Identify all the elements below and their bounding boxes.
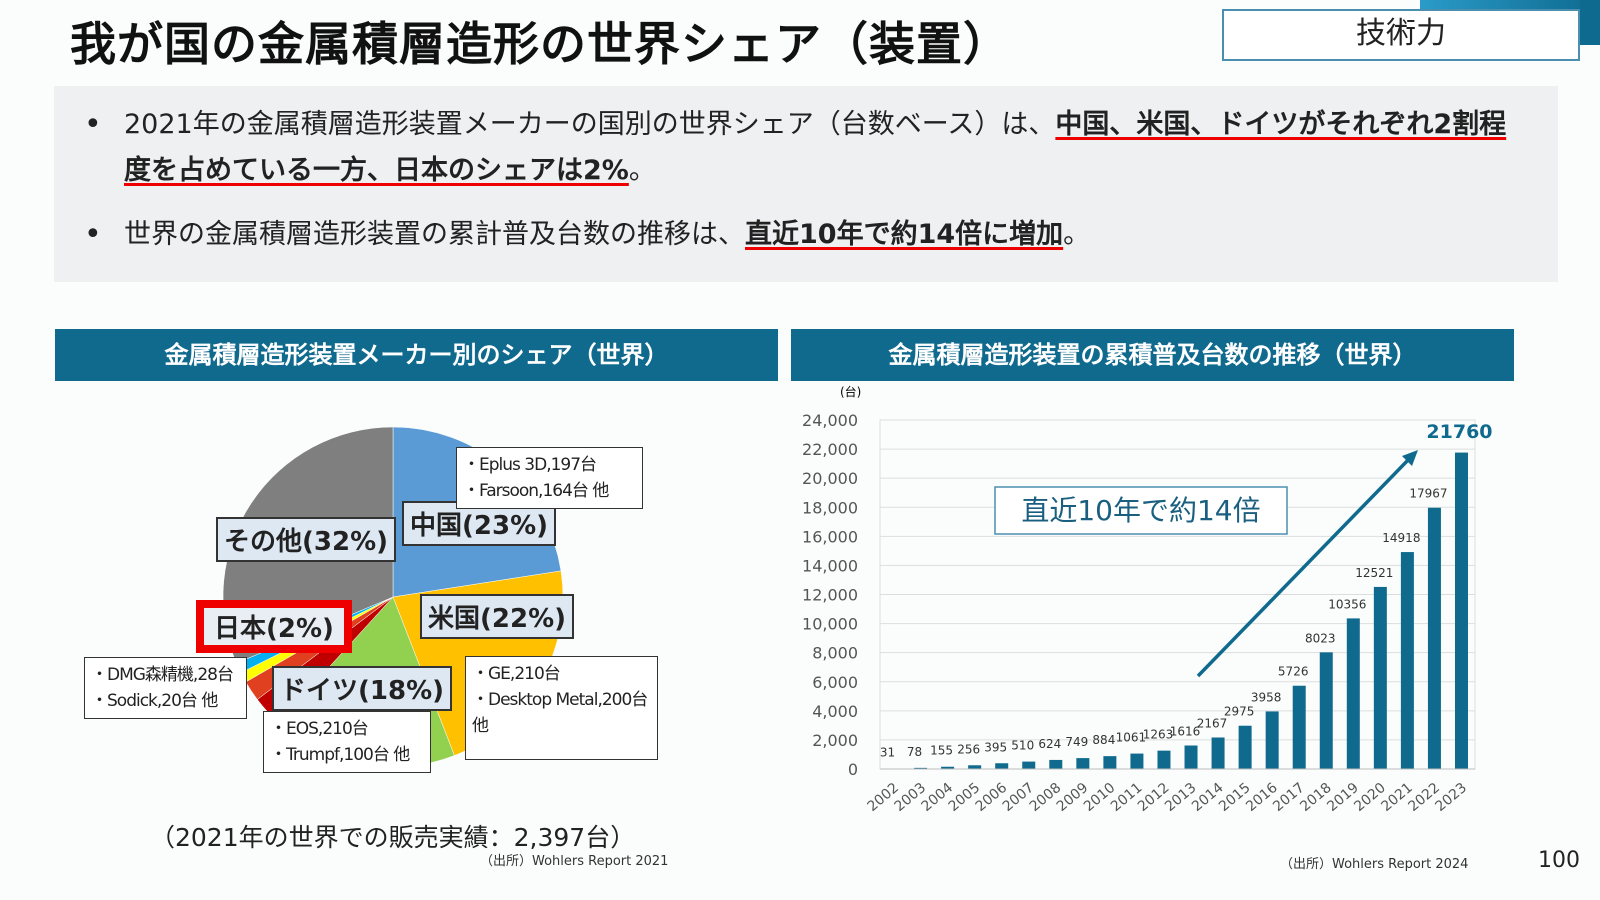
note-line: ・DMG森精機,28台 <box>91 665 234 685</box>
bar-value-label: 256 <box>957 742 980 756</box>
note-china: ・Eplus 3D,197台 ・Farsoon,164台 他 <box>456 447 643 509</box>
summary-box: • 2021年の金属積層造形装置メーカーの国別の世界シェア（台数ベース）は、中国、… <box>54 86 1558 282</box>
bar-chart: (台) 0 2,000 4,000 6,000 8,000 10,000 12,000 14,0… <box>802 384 1493 815</box>
bar-value-label: 10356 <box>1328 597 1366 611</box>
bar-2015 <box>1238 725 1252 769</box>
pie-source: （出所）Wohlers Report 2021 <box>480 854 669 869</box>
note-line: ・Eplus 3D,197台 <box>463 455 597 475</box>
x-tick-label: 2023 <box>1432 780 1470 815</box>
note-line: ・Desktop Metal,200台 <box>472 690 648 710</box>
bar-2014 <box>1211 737 1225 769</box>
callout-text: 直近10年で約14倍 <box>1021 494 1260 527</box>
y-tick-label: 4,000 <box>812 702 858 721</box>
note-line: ・EOS,210台 <box>270 719 369 739</box>
note-line: ・Farsoon,164台 他 <box>463 481 609 501</box>
note-line: ・Trumpf,100台 他 <box>270 745 410 765</box>
pie-label-germany: ドイツ(18%) <box>272 666 452 711</box>
pie-label-japan: 日本(2%) <box>196 600 352 653</box>
highlight-text: 直近10年で約14倍に増加 <box>745 219 1064 250</box>
pie-label-us: 米国(22%) <box>420 594 574 639</box>
bar-value-label: 749 <box>1065 735 1088 749</box>
trend-arrow <box>1196 456 1412 678</box>
y-tick-label: 12,000 <box>802 586 858 605</box>
y-tick-label: 22,000 <box>802 440 858 459</box>
bar-value-label: 1616 <box>1170 725 1201 739</box>
bar-2006 <box>995 763 1009 769</box>
bar-value-label: 78 <box>907 745 922 759</box>
bar-value-label: 1263 <box>1143 728 1174 742</box>
bar-2003 <box>914 767 928 769</box>
bar-2008 <box>1049 759 1063 769</box>
y-tick-label: 18,000 <box>802 498 858 517</box>
pie-label-others: その他(32%) <box>216 517 396 562</box>
bar-2018 <box>1319 652 1333 769</box>
y-tick-label: 20,000 <box>802 469 858 488</box>
bar-2016 <box>1265 711 1279 769</box>
bar-value-label: 5726 <box>1278 665 1309 679</box>
bar-source: （出所）Wohlers Report 2024 <box>1280 857 1469 872</box>
bar-panel-header: 金属積層造形装置の累積普及台数の推移（世界） <box>791 329 1514 381</box>
bar-value-label: 2975 <box>1224 705 1255 719</box>
y-tick-label: 10,000 <box>802 615 858 634</box>
bullet-text: 2021年の金属積層造形装置メーカーの国別の世界シェア（台数ベース）は、 <box>124 109 1056 140</box>
bar-value-label: 21760 <box>1426 421 1492 443</box>
y-tick-label: 24,000 <box>802 411 858 430</box>
y-tick-label: 2,000 <box>812 731 858 750</box>
page-title: 我が国の金属積層造形の世界シェア（装置） <box>70 17 1010 71</box>
bullet-text: 世界の金属積層造形装置の累計普及台数の推移は、 <box>124 219 745 250</box>
bar-2019 <box>1346 618 1360 769</box>
y-tick-label: 6,000 <box>812 673 858 692</box>
bar-2011 <box>1130 753 1144 769</box>
bar-value-label: 155 <box>930 744 953 758</box>
bar-value-label: 395 <box>984 740 1007 754</box>
bar-2013 <box>1184 745 1198 769</box>
y-tick-label: 16,000 <box>802 527 858 546</box>
bullet-text: 。 <box>628 155 656 186</box>
bar-2009 <box>1076 758 1090 769</box>
bar-2021 <box>1400 552 1414 769</box>
bar-value-label: 17967 <box>1409 487 1447 501</box>
bar-2004 <box>941 766 955 769</box>
note-us: ・GE,210台・Desktop Metal,200台他 <box>465 656 658 760</box>
bar-2022 <box>1427 507 1441 769</box>
bar-value-label: 884 <box>1092 733 1115 747</box>
bar-value-label: 8023 <box>1305 631 1336 645</box>
bar-value-label: 510 <box>1011 739 1034 753</box>
sales-total: （2021年の世界での販売実績：2,397台） <box>150 823 636 852</box>
y-axis-unit: (台) <box>840 384 861 399</box>
bullet-1: • 2021年の金属積層造形装置メーカーの国別の世界シェア（台数ベース）は、中国、… <box>84 107 1507 186</box>
bullet-2: • 世界の金属積層造形装置の累計普及台数の推移は、直近10年で約14倍に増加。 <box>84 217 1091 252</box>
bar-2010 <box>1103 756 1117 769</box>
bar-2005 <box>968 765 982 769</box>
arrow-head-icon <box>1402 450 1418 466</box>
y-tick-label: 0 <box>848 760 858 779</box>
bar-value-label: 624 <box>1038 737 1061 751</box>
note-japan: ・DMG森精機,28台 ・Sodick,20台 他 <box>84 657 247 719</box>
bar-2012 <box>1157 750 1171 769</box>
note-line: ・GE,210台 <box>472 664 561 684</box>
pie-panel-header: 金属積層造形装置メーカー別のシェア（世界） <box>55 329 778 381</box>
y-tick-label: 8,000 <box>812 644 858 663</box>
accent-bar <box>1580 0 1600 45</box>
category-tag: 技術力 <box>1222 9 1580 61</box>
highlight-text: 中国、米国、ドイツがそれぞれ2割程度を占めている一方、日本のシェアは2% <box>124 109 1507 186</box>
note-line: ・Sodick,20台 他 <box>91 691 218 711</box>
bar-value-label: 1061 <box>1116 731 1147 745</box>
bar-value-label: 2167 <box>1197 716 1228 730</box>
bar-value-label: 12521 <box>1355 566 1393 580</box>
bar-value-label: 3958 <box>1251 690 1282 704</box>
note-germany: ・EOS,210台・Trumpf,100台 他 <box>263 711 431 773</box>
page-number: 100 <box>1538 848 1580 873</box>
bar-2017 <box>1292 685 1306 769</box>
bar-2020 <box>1373 586 1387 769</box>
bar-value-label: 14918 <box>1382 531 1420 545</box>
y-tick-label: 14,000 <box>802 556 858 575</box>
note-line: 他 <box>472 716 489 736</box>
bar-2023 <box>1454 452 1468 769</box>
bar-value-label: 31 <box>880 746 895 760</box>
bullet-text: 。 <box>1063 219 1091 250</box>
bar-2007 <box>1022 761 1036 769</box>
callout-box <box>994 486 1288 535</box>
